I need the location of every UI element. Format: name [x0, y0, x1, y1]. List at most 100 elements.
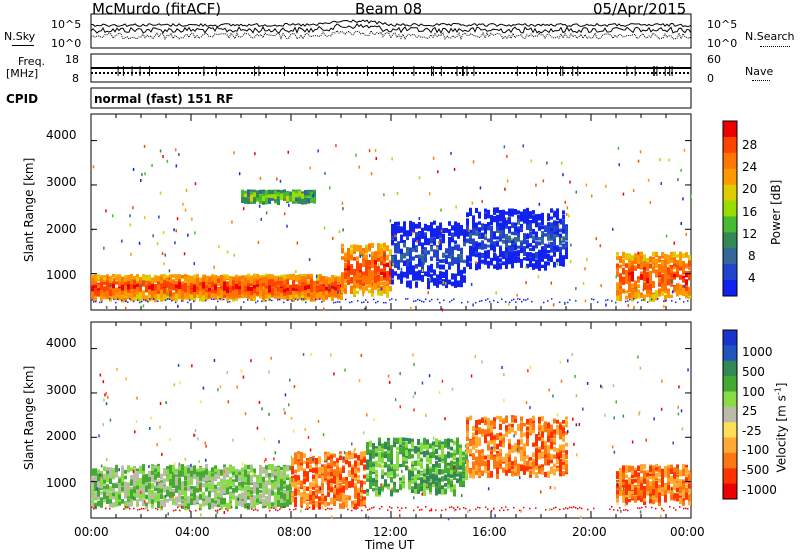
power-ground	[303, 298, 305, 300]
power-mark	[559, 233, 562, 238]
velocity-mark	[178, 481, 181, 488]
velocity-mark	[196, 496, 199, 502]
power-mark	[631, 292, 634, 300]
velocity-mark	[163, 478, 166, 485]
power-mark	[380, 256, 383, 264]
power-mark	[386, 277, 389, 281]
power-mark	[622, 267, 625, 275]
power-mark	[565, 234, 568, 240]
power-mark	[469, 229, 472, 235]
power-mark	[205, 280, 208, 286]
velocity-mark	[91, 488, 94, 493]
power-mark	[460, 247, 463, 252]
velocity-mark	[291, 482, 294, 488]
power-mark	[508, 256, 511, 262]
power-mark	[430, 269, 433, 273]
velocity-mark	[297, 455, 300, 460]
power-mark	[157, 290, 160, 296]
power-mark	[457, 228, 460, 233]
velocity-mark	[214, 492, 217, 497]
velocity-mark	[327, 451, 330, 457]
power-ground	[647, 301, 649, 303]
vel-cb-tick-minus500: -500	[742, 463, 770, 477]
power-mark	[454, 240, 457, 244]
velocity-mark	[336, 477, 339, 483]
power-mark	[544, 254, 547, 259]
power-mark	[316, 292, 319, 300]
velocity-mark	[309, 482, 312, 489]
power-mark	[526, 263, 529, 269]
power-mark	[532, 263, 535, 270]
power-ground	[551, 298, 553, 300]
power-mark	[547, 244, 550, 248]
power-speckle	[564, 301, 566, 305]
power-mark	[295, 189, 298, 194]
power-mark	[400, 235, 403, 241]
power-mark	[172, 292, 175, 298]
power-ground	[129, 298, 131, 300]
power-speckle	[355, 153, 357, 157]
power-mark	[151, 284, 154, 291]
velocity-mark	[190, 498, 193, 505]
power-speckle	[495, 253, 497, 257]
power-mark	[502, 232, 505, 239]
velocity-mark	[211, 479, 214, 485]
power-mark	[559, 252, 562, 260]
power-mark	[202, 281, 205, 289]
power-mark	[511, 246, 514, 251]
power-mark	[436, 274, 439, 279]
power-mark	[94, 287, 97, 294]
power-mark	[133, 283, 136, 289]
power-mark	[664, 263, 667, 270]
velocity-mark	[160, 473, 163, 480]
velocity-mark	[232, 467, 235, 471]
power-mark	[676, 267, 679, 272]
velocity-mark	[106, 496, 109, 501]
power-mark	[514, 226, 517, 233]
velocity-mark	[250, 490, 253, 495]
power-mark	[386, 245, 389, 252]
power-ground	[305, 301, 307, 304]
power-ytick-4000: 4000	[46, 128, 77, 142]
power-mark	[403, 224, 406, 232]
velocity-mark	[112, 496, 115, 500]
power-mark	[469, 232, 472, 239]
power-mark	[664, 269, 667, 275]
power-mark	[652, 267, 655, 273]
power-mark	[481, 223, 484, 227]
power-mark	[368, 265, 371, 271]
velocity-mark	[103, 488, 106, 493]
power-mark	[637, 257, 640, 263]
power-mark	[559, 246, 562, 251]
velocity-mark	[220, 478, 223, 483]
power-speckle	[129, 214, 131, 218]
power-speckle	[159, 191, 162, 195]
velocity-mark	[106, 474, 109, 480]
velocity-mark	[103, 490, 106, 495]
power-mark	[424, 249, 427, 254]
vel-cb-tick-100: 100	[742, 385, 765, 399]
power-mark	[487, 222, 490, 229]
velocity-mark	[327, 502, 330, 506]
power-mark	[634, 257, 637, 265]
power-mark	[646, 276, 649, 284]
velocity-mark	[181, 487, 184, 494]
power-mark	[460, 229, 463, 234]
velocity-mark	[327, 462, 330, 466]
vel-cb-tick-minus1000: -1000	[742, 483, 777, 497]
power-speckle	[295, 270, 297, 274]
power-mark	[670, 259, 673, 263]
power-mark	[271, 190, 274, 196]
power-mark	[359, 283, 362, 289]
power-mark	[286, 279, 289, 285]
power-mark	[145, 281, 148, 288]
velocity-mark	[306, 502, 309, 508]
velocity-mark	[94, 472, 97, 476]
power-mark	[322, 285, 325, 292]
velocity-mark	[268, 464, 271, 470]
power-mark	[688, 260, 691, 266]
power-mark	[538, 254, 541, 261]
power-mark	[289, 195, 292, 202]
power-mark	[565, 249, 568, 257]
power-speckle	[364, 307, 366, 311]
